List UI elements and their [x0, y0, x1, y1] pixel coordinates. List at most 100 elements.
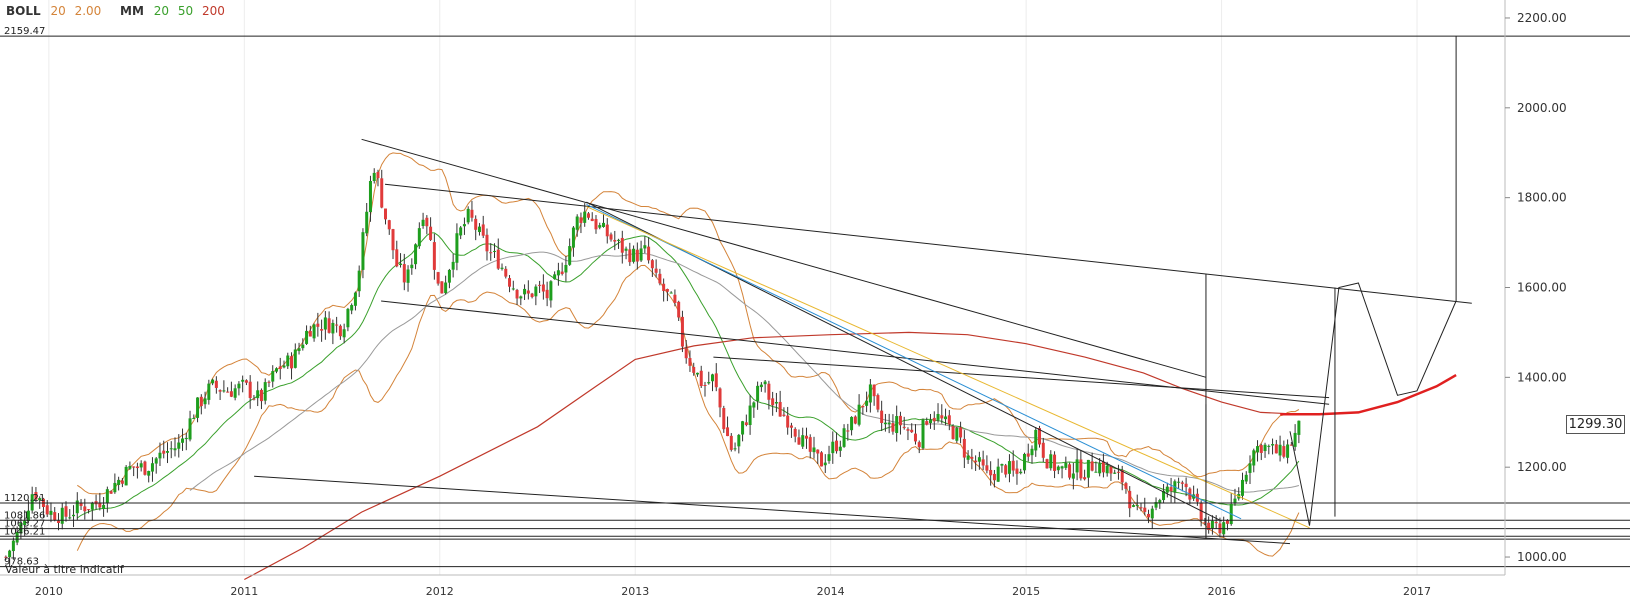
- mm-indicator-label[interactable]: MM 20 50 200: [120, 4, 230, 18]
- candle-down: [985, 465, 989, 471]
- candle-up: [196, 397, 200, 418]
- candle-down: [530, 293, 534, 298]
- candle-up: [361, 232, 365, 270]
- candle-up: [353, 292, 357, 306]
- candle-up: [568, 246, 572, 265]
- candle-down: [853, 416, 857, 424]
- candle-down: [688, 358, 692, 366]
- candle-up: [865, 400, 869, 406]
- candle-up: [748, 405, 752, 426]
- candle-down: [872, 384, 876, 397]
- candle-up: [1056, 466, 1060, 471]
- candle-down: [383, 208, 387, 220]
- bollinger-bands: [76, 152, 1300, 557]
- trendline: [384, 183, 1472, 304]
- candle-up: [233, 388, 237, 398]
- candle-up: [444, 282, 448, 294]
- candle-up: [549, 281, 553, 301]
- ma200-line: [244, 331, 1300, 581]
- candle-down: [83, 506, 87, 512]
- candle-down: [804, 435, 808, 439]
- candle-up: [850, 416, 854, 431]
- candle-up: [944, 416, 948, 420]
- candle-up: [297, 348, 301, 352]
- candle-down: [248, 381, 252, 398]
- candle-down: [910, 429, 914, 433]
- candle-down: [120, 480, 124, 484]
- candle-up: [564, 264, 568, 273]
- trendline: [381, 300, 1330, 405]
- candle-down: [951, 426, 955, 440]
- candle-down: [1139, 507, 1143, 509]
- candle-up: [895, 416, 899, 433]
- candle-up: [1098, 463, 1102, 474]
- candle-down: [526, 290, 530, 294]
- candle-up: [301, 344, 305, 349]
- candle-up: [493, 250, 496, 252]
- candle-down: [432, 242, 436, 270]
- y-tick-label: 1600.00: [1517, 281, 1567, 295]
- candle-down: [925, 421, 929, 425]
- candle-up: [368, 180, 372, 213]
- candle-up: [1113, 472, 1117, 474]
- candle-up: [75, 500, 79, 514]
- candle-down: [226, 391, 230, 393]
- candle-up: [30, 494, 34, 511]
- candle-down: [726, 427, 730, 437]
- candle-down: [87, 509, 91, 511]
- y-tick-label: 1000.00: [1517, 550, 1567, 564]
- boll-period: 20: [50, 4, 66, 18]
- candle-down: [515, 289, 519, 299]
- candle-up: [11, 540, 15, 552]
- candle-down: [970, 456, 974, 459]
- candle-down: [816, 449, 820, 454]
- candle-down: [1214, 521, 1218, 524]
- boll-name: BOLL: [6, 4, 41, 18]
- boll-indicator-label[interactable]: BOLL 20 2.00: [6, 4, 106, 18]
- candle-up: [534, 286, 538, 297]
- mm-name: MM: [120, 4, 144, 18]
- candle-down: [797, 437, 801, 445]
- candle-up: [72, 514, 76, 517]
- candle-up: [1131, 505, 1135, 507]
- moving-averages: [77, 232, 1457, 581]
- candle-up: [421, 219, 425, 226]
- candle-down: [974, 460, 978, 463]
- candle-down: [1120, 470, 1124, 483]
- candle-down: [767, 383, 771, 400]
- trendline: [586, 203, 1242, 520]
- level-label: 978.63: [4, 557, 39, 568]
- candle-down: [891, 423, 895, 432]
- candle-down: [45, 505, 49, 515]
- candle-down: [1199, 503, 1203, 521]
- level-label: 2159.47: [4, 26, 45, 37]
- candle-up: [632, 248, 636, 262]
- candle-down: [789, 425, 793, 428]
- candle-down: [782, 414, 786, 416]
- y-tick-label: 2200.00: [1517, 11, 1567, 25]
- candle-up: [511, 288, 515, 290]
- candle-down: [474, 218, 478, 230]
- candle-up: [812, 447, 816, 453]
- candle-down: [722, 408, 726, 430]
- candle-down: [429, 226, 433, 240]
- candle-up: [695, 372, 699, 375]
- candle-up: [305, 330, 309, 344]
- candle-up: [113, 482, 117, 493]
- candle-up: [1177, 481, 1181, 483]
- candle-up: [342, 329, 346, 338]
- candlesticks: [4, 168, 1301, 568]
- candle-up: [617, 239, 621, 241]
- candle-up: [184, 437, 188, 440]
- candle-up: [158, 452, 162, 459]
- candle-up: [60, 507, 64, 524]
- candle-up: [177, 442, 181, 449]
- candle-up: [1162, 490, 1166, 501]
- candle-down: [504, 268, 508, 277]
- candle-up: [406, 269, 410, 283]
- candle-down: [744, 422, 748, 425]
- y-tick-label: 2000.00: [1517, 101, 1567, 115]
- candle-down: [1207, 522, 1211, 530]
- candle-up: [38, 498, 42, 501]
